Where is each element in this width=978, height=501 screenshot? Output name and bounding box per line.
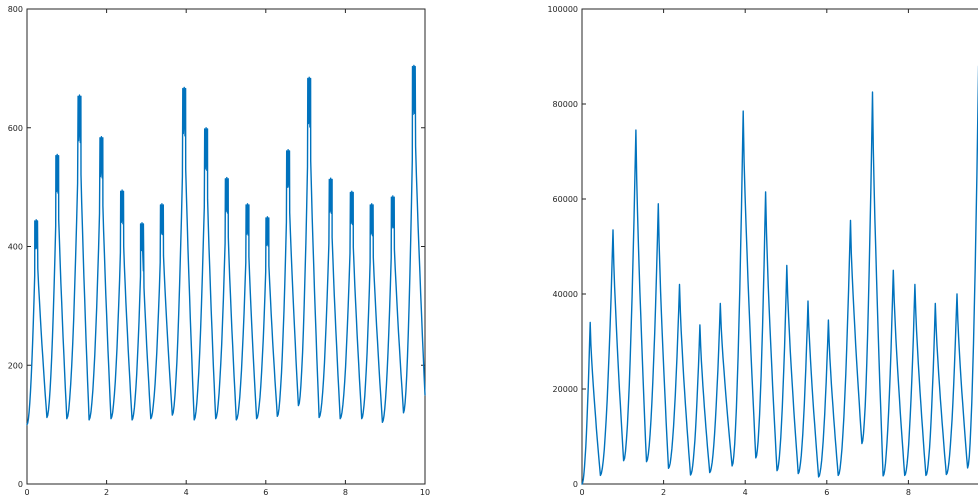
- left-chart: 0 2 4 6 8 10 0 200 400 600 800: [8, 5, 430, 497]
- y-tick-label: 60000: [553, 195, 578, 204]
- x-tick-label: 8: [906, 488, 911, 497]
- y-tick-label: 0: [18, 480, 23, 489]
- y-tick-label: 600: [8, 124, 23, 133]
- x-tick-label: 0: [579, 488, 584, 497]
- plot-frame: [581, 8, 978, 485]
- x-tick-label: 8: [343, 488, 348, 497]
- x-tick-label: 2: [104, 488, 109, 497]
- y-tick-label: 100000: [547, 5, 578, 14]
- x-tick-label: 0: [24, 488, 29, 497]
- x-tick-label: 4: [743, 488, 748, 497]
- y-tick-label: 40000: [553, 290, 578, 299]
- x-tick-label: 6: [824, 488, 829, 497]
- y-tick-label: 800: [8, 5, 23, 14]
- x-tick-label: 6: [263, 488, 268, 497]
- y-tick-label: 200: [8, 361, 23, 370]
- x-tick-label: 2: [661, 488, 666, 497]
- series-line: [26, 64, 426, 426]
- right-chart: 0 2 4 6 8 0 20000 40000 60000 80000 100000: [547, 5, 978, 497]
- y-tick-label: 80000: [553, 100, 578, 109]
- y-tick-label: 0: [573, 480, 578, 489]
- series-line: [581, 65, 978, 485]
- plot-frame: [26, 8, 426, 485]
- y-tick-label: 400: [8, 243, 23, 252]
- x-tick-label: 10: [420, 488, 430, 497]
- y-tick-label: 20000: [553, 385, 578, 394]
- x-tick-label: 4: [184, 488, 189, 497]
